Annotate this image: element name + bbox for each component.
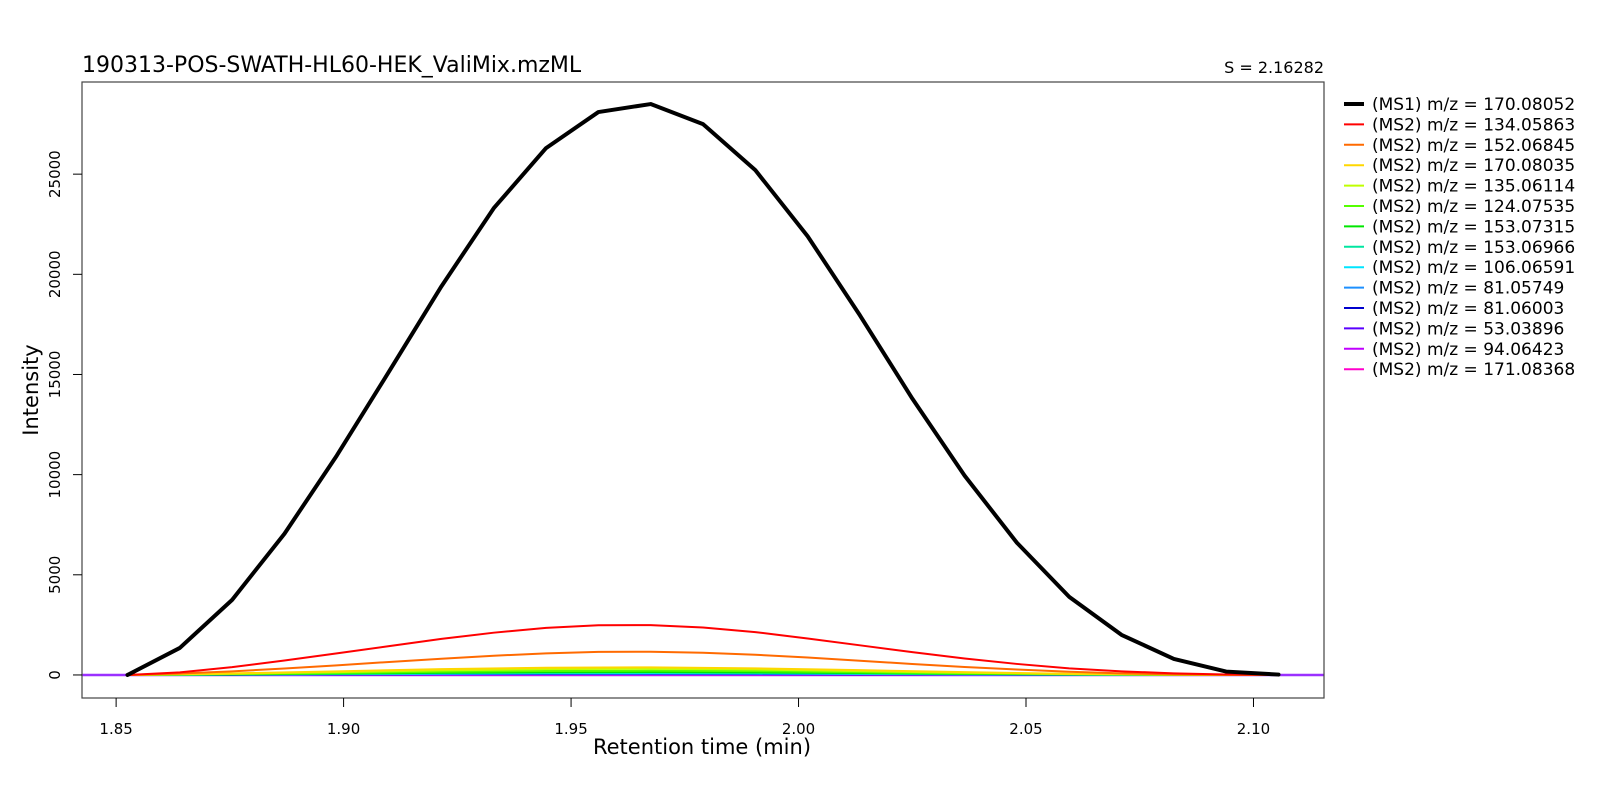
- legend-label: (MS1) m/z = 170.08052: [1372, 95, 1575, 115]
- legend-label: (MS2) m/z = 94.06423: [1372, 340, 1564, 360]
- legend-label: (MS2) m/z = 124.07535: [1372, 197, 1575, 217]
- x-axis: 1.85 1.90 1.95 2.00 2.05 2.10: [99, 698, 1270, 738]
- legend-label: (MS2) m/z = 153.06966: [1372, 238, 1575, 258]
- x-axis-label: Retention time (min): [593, 735, 811, 759]
- x-tick-label: 2.05: [1009, 720, 1042, 738]
- legend-label: (MS2) m/z = 135.06114: [1372, 177, 1575, 197]
- legend-label: (MS2) m/z = 134.05863: [1372, 115, 1575, 135]
- y-tick-label: 20000: [46, 250, 64, 298]
- legend: (MS1) m/z = 170.08052(MS2) m/z = 134.058…: [1344, 95, 1575, 380]
- chart-title: 190313-POS-SWATH-HL60-HEK_ValiMix.mzML: [82, 53, 582, 78]
- x-tick-label: 2.10: [1237, 720, 1270, 738]
- series-line-2: [126, 650, 1280, 676]
- legend-label: (MS2) m/z = 53.03896: [1372, 319, 1564, 339]
- x-tick-label: 2.00: [782, 720, 815, 738]
- y-tick-label: 15000: [46, 351, 64, 399]
- series-line-3: [126, 666, 1280, 676]
- plot-area: [82, 102, 1324, 677]
- legend-label: (MS2) m/z = 152.06845: [1372, 136, 1575, 156]
- y-axis-label: Intensity: [19, 344, 43, 435]
- legend-label: (MS2) m/z = 81.05749: [1372, 279, 1564, 299]
- x-tick-label: 1.95: [554, 720, 587, 738]
- legend-label: (MS2) m/z = 170.08035: [1372, 156, 1575, 176]
- y-axis: 0 5000 10000 15000 20000 25000: [46, 150, 82, 680]
- y-tick-label: 25000: [46, 150, 64, 198]
- legend-label: (MS2) m/z = 81.06003: [1372, 299, 1564, 319]
- plot-frame: [81, 81, 1325, 699]
- series-group: [82, 102, 1324, 677]
- x-tick-label: 1.85: [99, 720, 132, 738]
- y-tick-label: 5000: [46, 556, 64, 594]
- series-line-0: [125, 102, 1281, 677]
- chart-subtitle: S = 2.16282: [1224, 58, 1324, 77]
- legend-label: (MS2) m/z = 106.06591: [1372, 258, 1575, 278]
- y-tick-label: 10000: [46, 451, 64, 499]
- y-tick-label: 0: [46, 670, 64, 680]
- legend-label: (MS2) m/z = 153.07315: [1372, 217, 1575, 237]
- x-tick-label: 1.90: [327, 720, 360, 738]
- legend-label: (MS2) m/z = 171.08368: [1372, 360, 1575, 380]
- series-line-1: [126, 624, 1280, 676]
